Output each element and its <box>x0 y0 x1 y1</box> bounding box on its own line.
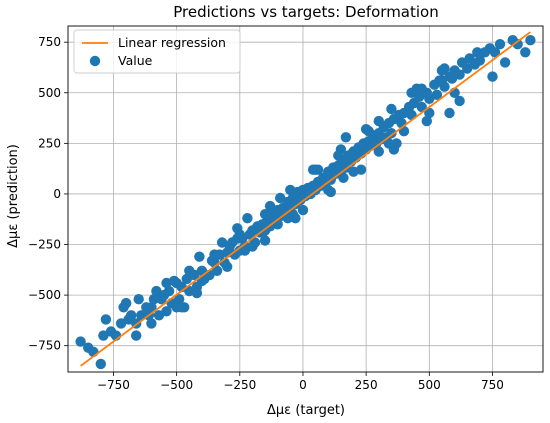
scatter-point <box>454 95 465 107</box>
scatter-point <box>161 277 172 289</box>
y-tick-label: −500 <box>28 288 61 302</box>
scatter-point <box>232 223 243 234</box>
scatter-point <box>176 302 187 313</box>
y-tick-label: 250 <box>38 136 61 150</box>
legend-box <box>73 29 241 74</box>
scatter-point <box>431 89 443 101</box>
y-tick-label: −250 <box>28 238 61 252</box>
scatter-point <box>444 107 455 119</box>
y-tick-label: −750 <box>28 339 61 353</box>
scatter-point <box>133 294 144 305</box>
scatter-point <box>348 166 359 177</box>
scatter-point <box>259 235 271 246</box>
x-tick-label: −500 <box>160 378 193 392</box>
scatter-point <box>499 57 511 68</box>
scatter-point <box>487 71 498 82</box>
scatter-point <box>494 39 506 50</box>
x-tick-label: −750 <box>97 378 130 392</box>
scatter-point <box>338 172 349 183</box>
plot-frame <box>67 25 544 373</box>
scatter-point <box>158 289 170 301</box>
scatter-point <box>211 265 223 276</box>
scatter-point <box>264 200 276 212</box>
scatter-point <box>312 164 324 175</box>
x-tick-label: 750 <box>481 378 504 392</box>
scatter-point <box>259 209 271 220</box>
scatter-point <box>146 302 157 313</box>
chart-title: Predictions vs targets: Deformation <box>173 3 438 21</box>
scatter-point <box>421 115 432 127</box>
scatter-point <box>222 261 233 272</box>
y-tick-label: 0 <box>53 187 61 201</box>
scatter-point <box>95 358 107 370</box>
scatter-point <box>174 294 185 305</box>
scatter-point <box>416 101 427 113</box>
scatter-point <box>373 146 384 157</box>
x-tick-label: 500 <box>418 378 441 392</box>
scatter-point <box>462 63 473 74</box>
legend-label-regression: Linear regression <box>118 35 226 50</box>
scatter-point <box>373 115 384 127</box>
scatter-point <box>424 107 435 119</box>
scatter-point <box>474 55 485 66</box>
x-tick-label: 250 <box>355 378 378 392</box>
scatter-point <box>323 184 334 196</box>
y-axis-label: Δμε (prediction) <box>6 144 21 248</box>
scatter-point <box>184 265 195 276</box>
scatter-point <box>416 83 427 94</box>
x-tick-label: −250 <box>223 378 256 392</box>
scatter-point <box>242 213 253 224</box>
scatter-point <box>454 69 465 80</box>
scatter-point <box>285 184 296 196</box>
scatter-point <box>227 237 238 248</box>
y-tick-label: 750 <box>38 35 61 49</box>
scatter-point <box>131 330 142 341</box>
regression-line <box>80 31 531 367</box>
scatter-point <box>525 35 536 46</box>
scatter-point <box>340 132 352 143</box>
scatter-point <box>520 47 531 58</box>
scatter-point <box>216 237 228 248</box>
legend: Linear regression Value <box>73 29 241 74</box>
x-tick-label: 0 <box>299 378 307 392</box>
scatter-point <box>333 150 344 161</box>
scatter-point <box>194 251 205 262</box>
scatter-point <box>297 204 309 216</box>
scatter-point <box>100 314 112 325</box>
scatter-point <box>209 249 220 260</box>
scatter-point <box>275 192 286 204</box>
scatter-point <box>512 39 523 50</box>
scatter-point <box>472 47 483 58</box>
scatter-point <box>391 138 402 149</box>
scatter-point <box>434 75 445 86</box>
scatter-point <box>98 330 109 341</box>
scatter-point <box>191 287 203 299</box>
scatter-point <box>383 138 395 149</box>
scatter-point <box>146 318 157 329</box>
scatter-point <box>239 245 251 256</box>
scatter-point <box>148 294 160 305</box>
scatter-point <box>120 298 132 309</box>
x-axis-label: Δμε (target) <box>267 403 345 418</box>
scatter-point <box>161 306 172 317</box>
scatter-point <box>436 65 448 76</box>
scatter-point <box>196 275 208 287</box>
axis-ticks: −750 −500 −250 0 250 500 750 −750 −500 −250 0 250 50… <box>28 35 504 392</box>
scatter-point <box>126 310 137 321</box>
scatter-point <box>386 128 397 139</box>
scatter-point <box>489 47 501 58</box>
scatter-point <box>75 336 86 347</box>
legend-label-value: Value <box>118 53 153 68</box>
legend-point-swatch <box>89 55 101 67</box>
scatter-point <box>386 103 397 115</box>
plot-marks <box>75 31 536 370</box>
y-tick-label: 500 <box>38 86 61 100</box>
scatter-point <box>363 126 374 137</box>
scatter-point <box>282 213 293 224</box>
